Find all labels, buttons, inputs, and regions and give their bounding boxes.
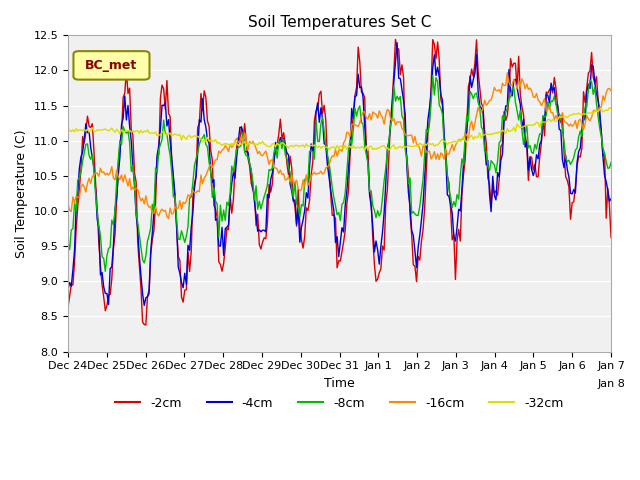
-8cm (228, 163, 236, 169)
-32cm (227, 143, 234, 148)
-4cm (393, 40, 401, 46)
-4cm (607, 196, 615, 202)
-2cm (371, 261, 378, 267)
-16cm (70, 200, 78, 205)
-2cm (228, 210, 236, 216)
Line: -16cm: -16cm (68, 73, 611, 219)
-2cm (70, 259, 78, 265)
-8cm (64, 239, 72, 245)
Line: -2cm: -2cm (68, 39, 611, 325)
-32cm (605, 105, 613, 110)
-16cm (607, 88, 615, 94)
-4cm (511, 76, 519, 82)
Line: -32cm: -32cm (68, 108, 611, 150)
-4cm (186, 248, 193, 253)
Text: Jan 8: Jan 8 (597, 379, 625, 389)
-4cm (518, 126, 525, 132)
-4cm (228, 180, 236, 186)
-32cm (371, 145, 378, 151)
-2cm (392, 36, 399, 42)
-16cm (164, 216, 172, 222)
-8cm (102, 268, 109, 274)
Title: Soil Temperatures Set C: Soil Temperatures Set C (248, 15, 431, 30)
-32cm (516, 124, 524, 130)
-8cm (511, 99, 519, 105)
Legend: -2cm, -4cm, -8cm, -16cm, -32cm: -2cm, -4cm, -8cm, -16cm, -32cm (110, 392, 569, 415)
-8cm (371, 207, 378, 213)
-16cm (228, 144, 236, 150)
-4cm (140, 302, 148, 308)
FancyBboxPatch shape (74, 51, 150, 80)
-2cm (186, 269, 193, 275)
-16cm (511, 80, 519, 86)
-16cm (64, 201, 72, 207)
-32cm (361, 147, 369, 153)
-4cm (70, 248, 78, 253)
-2cm (64, 304, 72, 310)
Line: -8cm: -8cm (68, 75, 611, 271)
-16cm (371, 110, 378, 116)
-16cm (186, 193, 193, 199)
-8cm (518, 127, 525, 132)
-8cm (607, 159, 615, 165)
Y-axis label: Soil Temperature (C): Soil Temperature (C) (15, 129, 28, 258)
X-axis label: Time: Time (324, 377, 355, 390)
-32cm (70, 129, 78, 135)
-4cm (64, 287, 72, 292)
-2cm (142, 322, 150, 328)
-16cm (518, 76, 525, 82)
-32cm (607, 106, 615, 111)
-32cm (510, 124, 518, 130)
-2cm (511, 60, 519, 66)
-2cm (607, 235, 615, 240)
Text: BC_met: BC_met (85, 59, 138, 72)
-8cm (186, 195, 193, 201)
-8cm (429, 72, 436, 78)
Line: -4cm: -4cm (68, 43, 611, 305)
-8cm (70, 201, 78, 207)
-32cm (184, 133, 192, 139)
-4cm (371, 249, 378, 255)
-16cm (504, 70, 511, 76)
-2cm (518, 104, 525, 109)
-32cm (64, 127, 72, 132)
